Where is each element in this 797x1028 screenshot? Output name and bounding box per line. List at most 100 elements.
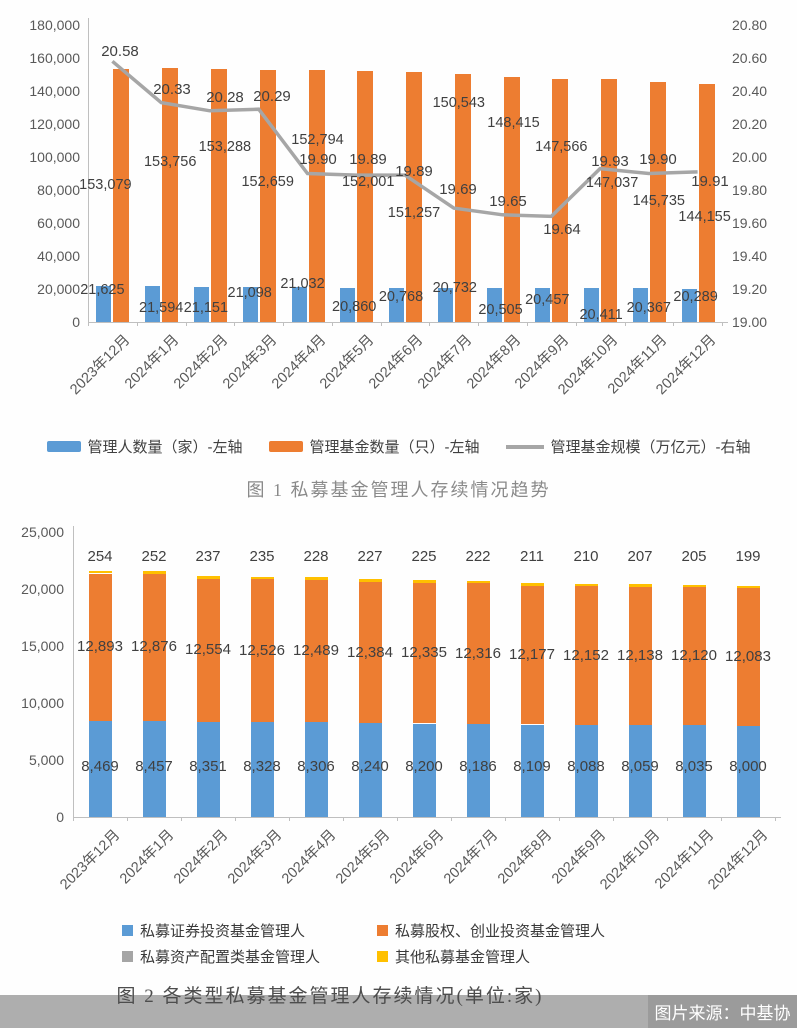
securities-managers-bar-segment xyxy=(736,725,760,817)
fund-scale-data-label: 19.64 xyxy=(543,221,581,238)
x-axis-tick xyxy=(127,817,128,821)
equity-managers-bar-segment xyxy=(142,573,166,721)
other-managers-swatch-icon xyxy=(377,951,388,962)
manager-count-bar xyxy=(584,288,600,322)
equity-managers-bar-segment xyxy=(628,586,652,726)
equity-managers-data-label: 12,316 xyxy=(455,644,501,662)
securities-managers-bar-segment xyxy=(682,725,706,817)
left-axis-tick-label: 40,000 xyxy=(37,248,80,264)
legend-item-fund-scale: 管理基金规模（万亿元）-右轴 xyxy=(505,436,751,457)
other-managers-bar-segment xyxy=(520,583,544,586)
securities-managers-bar-segment xyxy=(304,722,328,817)
fund-count-data-label: 153,288 xyxy=(198,139,252,155)
right-axis-tick-label: 19.60 xyxy=(732,215,768,231)
securities-managers-data-label: 8,457 xyxy=(135,758,173,775)
legend-label: 管理人数量（家）-左轴 xyxy=(87,439,243,456)
manager-count-bar xyxy=(242,287,258,322)
x-axis-line xyxy=(73,817,781,818)
x-axis-tick xyxy=(667,817,668,821)
equity-managers-data-label: 12,526 xyxy=(239,641,285,659)
equity-managers-bar-segment xyxy=(736,588,760,726)
fund-scale-line-swatch-icon xyxy=(505,444,544,449)
left-axis-tick-label: 60,000 xyxy=(37,215,80,231)
fund-count-data-label: 144,155 xyxy=(678,209,731,225)
left-axis-tick-label: 140,000 xyxy=(29,83,80,99)
left-axis-tick-label: 0 xyxy=(72,314,80,330)
fund-scale-data-label: 19.90 xyxy=(639,151,677,168)
manager-count-data-label: 21,151 xyxy=(183,300,229,316)
figure1-legend: 管理人数量（家）-左轴 管理基金数量（只）-左轴 管理基金规模（万亿元）-右轴 xyxy=(0,436,797,457)
y-axis-tick-label: 20,000 xyxy=(21,581,64,597)
fund-scale-data-label: 19.69 xyxy=(439,181,477,198)
x-axis-tick xyxy=(721,817,722,821)
manager-count-bar xyxy=(193,287,209,322)
x-axis-tick xyxy=(673,322,675,326)
y-axis-tick-label: 5,000 xyxy=(28,752,64,768)
fund-count-data-label: 152,001 xyxy=(341,174,395,190)
x-axis-line xyxy=(88,322,728,323)
legend-label: 私募资产配置类基金管理人 xyxy=(140,949,321,966)
legend-item-manager-count: 管理人数量（家）-左轴 xyxy=(46,436,243,457)
equity-managers-bar-segment xyxy=(466,583,490,724)
equity-managers-bar-segment xyxy=(304,579,328,723)
right-axis-tick-label: 20.20 xyxy=(732,116,768,132)
right-axis-tick-label: 20.60 xyxy=(732,50,768,66)
equity-managers-data-label: 12,152 xyxy=(563,646,609,664)
left-axis-tick-label: 120,000 xyxy=(29,116,80,132)
securities-managers-bar-segment xyxy=(628,725,652,817)
x-axis-tick xyxy=(575,322,577,326)
fund-count-swatch-icon xyxy=(268,441,303,452)
other-managers-data-label: 237 xyxy=(195,548,221,565)
fund-scale-data-label: 19.93 xyxy=(591,153,629,170)
figure1-plot-area: 0 20,000 40,000 60,000 80,000 100,000 120,000 1… xyxy=(0,0,797,435)
manager-count-bar xyxy=(681,288,697,322)
fund-count-data-label: 145,735 xyxy=(632,193,685,209)
other-managers-data-label: 225 xyxy=(411,548,437,565)
manager-count-bar xyxy=(145,286,161,322)
equity-managers-bar-segment xyxy=(682,587,706,726)
legend-label: 其他私募基金管理人 xyxy=(395,949,531,966)
x-axis-tick xyxy=(88,322,89,326)
y-axis-tick-label: 10,000 xyxy=(21,695,64,711)
equity-managers-data-label: 12,554 xyxy=(185,641,231,659)
manager-count-bar xyxy=(437,287,453,322)
y-axis-tick-label: 15,000 xyxy=(21,638,64,654)
securities-managers-bar-segment xyxy=(412,723,436,817)
equity-managers-data-label: 12,893 xyxy=(77,638,123,655)
securities-managers-data-label: 8,059 xyxy=(621,758,659,775)
other-managers-data-label: 227 xyxy=(357,548,383,565)
image-source-text: 图片来源：中基协 xyxy=(654,1004,791,1023)
x-axis-tick xyxy=(526,322,528,326)
manager-count-data-label: 21,594 xyxy=(139,300,184,316)
x-axis-tick xyxy=(289,817,290,821)
x-axis-tick xyxy=(613,817,614,821)
securities-managers-bar-segment xyxy=(520,724,544,817)
securities-managers-data-label: 8,000 xyxy=(729,758,767,775)
manager-count-data-label: 20,411 xyxy=(579,307,623,323)
x-axis-tick xyxy=(73,817,74,821)
x-axis-tick xyxy=(451,817,452,821)
fund-scale-data-label: 20.28 xyxy=(206,89,244,106)
legend-item-fund-count: 管理基金数量（只）-左轴 xyxy=(268,436,480,457)
fund-count-data-label: 151,257 xyxy=(387,205,441,221)
left-axis-tick-label: 160,000 xyxy=(29,50,80,66)
x-axis-tick xyxy=(505,817,506,821)
right-axis-tick-label: 20.80 xyxy=(732,17,768,33)
fund-scale-data-label: 20.33 xyxy=(153,81,191,98)
securities-managers-data-label: 8,200 xyxy=(405,758,443,775)
manager-count-bar xyxy=(389,287,404,322)
right-axis-tick-label: 20.00 xyxy=(732,149,768,165)
equity-managers-bar-segment xyxy=(88,573,112,721)
securities-managers-data-label: 8,351 xyxy=(189,758,227,775)
fund-count-data-label: 153,079 xyxy=(79,177,132,193)
other-managers-data-label: 205 xyxy=(681,548,707,565)
legend-label: 私募股权、创业投资基金管理人 xyxy=(395,923,606,940)
y-axis-line xyxy=(88,18,89,323)
y-axis-line xyxy=(73,526,74,818)
manager-count-bar xyxy=(486,288,502,322)
other-managers-data-label: 228 xyxy=(303,548,329,565)
equity-managers-bar-segment xyxy=(412,582,436,724)
equity-managers-data-label: 12,489 xyxy=(293,642,339,660)
securities-managers-bar-segment xyxy=(88,720,112,817)
